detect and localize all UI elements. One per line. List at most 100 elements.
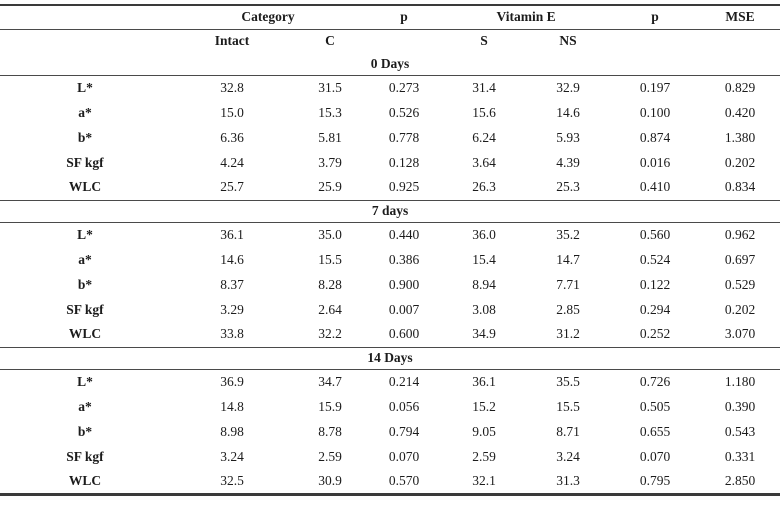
- value-cell: 31.5: [318, 79, 342, 95]
- column-header-p2: p: [610, 5, 701, 30]
- corner-cell: [0, 5, 170, 30]
- value-cell: 26.3: [472, 179, 496, 195]
- value-cell: 0.070: [639, 448, 671, 464]
- value-cell: 14.7: [556, 251, 580, 267]
- value-cell: 6.36: [220, 129, 244, 145]
- value-cell: 0.900: [388, 276, 420, 292]
- row-label: b*: [77, 129, 93, 145]
- value-cell: 3.24: [556, 448, 580, 464]
- value-cell: 0.331: [724, 448, 756, 464]
- table-row: WLC 33.8 32.2 0.600 34.9 31.2 0.252 3.070: [0, 322, 780, 347]
- value-cell: 36.1: [220, 226, 244, 242]
- value-cell: 0.778: [388, 129, 420, 145]
- row-label: a*: [78, 398, 92, 414]
- value-cell: 8.37: [220, 276, 244, 292]
- value-cell: 1.180: [724, 373, 756, 389]
- subheader-ns: NS: [559, 33, 577, 49]
- value-cell: 0.925: [388, 179, 420, 195]
- value-cell: 15.0: [220, 104, 244, 120]
- value-cell: 25.3: [556, 179, 580, 195]
- value-cell: 35.0: [318, 226, 342, 242]
- value-cell: 0.560: [639, 226, 671, 242]
- value-cell: 0.100: [639, 104, 671, 120]
- value-cell: 9.05: [472, 423, 496, 439]
- row-label: L*: [77, 226, 93, 242]
- value-cell: 2.59: [472, 448, 496, 464]
- value-cell: 8.71: [556, 423, 580, 439]
- value-cell: 14.8: [220, 398, 244, 414]
- value-cell: 0.726: [639, 373, 671, 389]
- subheader-intact: Intact: [214, 33, 250, 49]
- value-cell: 0.252: [639, 326, 671, 342]
- value-cell: 3.64: [472, 154, 496, 170]
- value-cell: 0.524: [639, 251, 671, 267]
- value-cell: 8.78: [318, 423, 342, 439]
- table-row: SF kgf 3.24 2.59 0.070 2.59 3.24 0.070 0.331: [0, 444, 780, 469]
- value-cell: 0.390: [724, 398, 756, 414]
- value-cell: 32.1: [472, 472, 496, 488]
- value-cell: 31.2: [556, 326, 580, 342]
- value-cell: 3.29: [220, 301, 244, 317]
- table-row: a* 14.6 15.5 0.386 15.4 14.7 0.524 0.697: [0, 247, 780, 272]
- column-group-category: Category: [170, 5, 367, 30]
- value-cell: 0.834: [724, 179, 756, 195]
- value-cell: 0.526: [388, 104, 420, 120]
- value-cell: 0.829: [724, 79, 756, 95]
- value-cell: 15.3: [318, 104, 342, 120]
- value-cell: 15.5: [556, 398, 580, 414]
- table-row: L* 36.1 35.0 0.440 36.0 35.2 0.560 0.962: [0, 222, 780, 247]
- value-cell: 25.7: [220, 179, 244, 195]
- table-row: b* 6.36 5.81 0.778 6.24 5.93 0.874 1.380: [0, 125, 780, 150]
- value-cell: 0.122: [639, 276, 671, 292]
- value-cell: 3.24: [220, 448, 244, 464]
- value-cell: 35.2: [556, 226, 580, 242]
- value-cell: 15.2: [472, 398, 496, 414]
- table-row: WLC 25.7 25.9 0.925 26.3 25.3 0.410 0.834: [0, 175, 780, 200]
- value-cell: 8.28: [318, 276, 342, 292]
- section-title: 14 Days: [0, 346, 780, 370]
- value-cell: 0.655: [639, 423, 671, 439]
- row-label: b*: [77, 423, 93, 439]
- value-cell: 0.070: [388, 448, 420, 464]
- value-cell: 25.9: [318, 179, 342, 195]
- subheader-empty: [700, 29, 780, 53]
- value-cell: 2.850: [724, 472, 756, 488]
- value-cell: 8.98: [220, 423, 244, 439]
- row-label: WLC: [68, 179, 102, 195]
- column-header-mse: MSE: [700, 5, 780, 30]
- results-table: Category p Vitamin E p MSE Intact C S NS…: [0, 4, 780, 496]
- row-label: L*: [77, 79, 93, 95]
- subheader-empty: [0, 29, 170, 53]
- value-cell: 7.71: [556, 276, 580, 292]
- row-label: SF kgf: [66, 448, 104, 464]
- value-cell: 2.85: [556, 301, 580, 317]
- table-row: L* 36.9 34.7 0.214 36.1 35.5 0.726 1.180: [0, 369, 780, 394]
- value-cell: 31.3: [556, 472, 580, 488]
- value-cell: 3.79: [318, 154, 342, 170]
- value-cell: 14.6: [556, 104, 580, 120]
- value-cell: 0.440: [388, 226, 420, 242]
- table-body: 0 Days L* 32.8 31.5 0.273 31.4 32.9 0.197 0.829 a…: [0, 53, 780, 494]
- section-title-row: 14 Days: [0, 346, 780, 370]
- table-row: L* 32.8 31.5 0.273 31.4 32.9 0.197 0.829: [0, 75, 780, 100]
- section-title: 0 Days: [0, 53, 780, 76]
- subheader-c: C: [325, 33, 335, 49]
- value-cell: 0.273: [388, 79, 420, 95]
- table-row: b* 8.98 8.78 0.794 9.05 8.71 0.655 0.543: [0, 419, 780, 444]
- value-cell: 0.386: [388, 251, 420, 267]
- value-cell: 0.202: [724, 301, 756, 317]
- column-header-p1: p: [366, 5, 443, 30]
- value-cell: 0.056: [388, 398, 420, 414]
- section-title: 7 days: [0, 199, 780, 223]
- row-label: L*: [77, 373, 93, 389]
- value-cell: 0.529: [724, 276, 756, 292]
- row-label: a*: [78, 104, 92, 120]
- table-row: a* 15.0 15.3 0.526 15.6 14.6 0.100 0.420: [0, 100, 780, 125]
- value-cell: 35.5: [556, 373, 580, 389]
- value-cell: 0.420: [724, 104, 756, 120]
- value-cell: 15.9: [318, 398, 342, 414]
- value-cell: 32.2: [318, 326, 342, 342]
- subheader-empty: [366, 29, 442, 53]
- table-row: b* 8.37 8.28 0.900 8.94 7.71 0.122 0.529: [0, 272, 780, 297]
- value-cell: 0.570: [388, 472, 420, 488]
